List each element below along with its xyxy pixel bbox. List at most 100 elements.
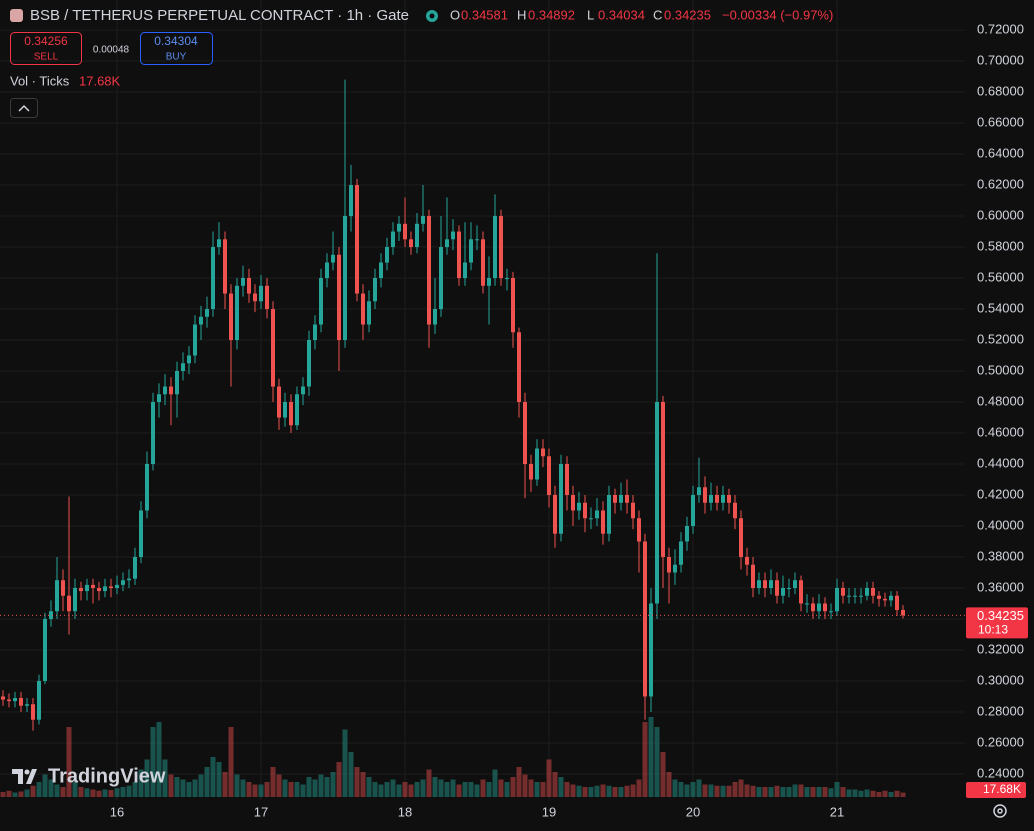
candle-body: [361, 293, 365, 325]
volume-bar: [642, 722, 648, 797]
candle-body: [871, 587, 875, 596]
volume-bar: [222, 772, 228, 797]
volume-bar: [618, 787, 624, 797]
ohlc-value: 0.34235: [664, 7, 711, 22]
ohlc-legend: O 0.34581 H 0.34892 L 0.34034 C 0.34235: [450, 7, 711, 22]
volume-bar: [78, 787, 84, 797]
candle-body: [253, 293, 257, 302]
volume-bar: [378, 784, 384, 797]
candle-body: [25, 704, 29, 706]
volume-bar: [30, 785, 36, 797]
candle-body: [91, 584, 95, 588]
buy-price[interactable]: 0.34304: [154, 34, 198, 48]
collapse-icon: [18, 104, 30, 112]
y-tick-label: 0.28000: [977, 703, 1024, 718]
volume-axis-box: [966, 782, 1026, 798]
ohlc-key: H: [517, 7, 526, 22]
volume-bar: [612, 787, 618, 797]
volume-bar: [408, 784, 414, 797]
y-tick-label: 0.50000: [977, 362, 1024, 377]
volume-bar: [414, 782, 420, 797]
volume-bar: [462, 782, 468, 797]
collapse-button[interactable]: [10, 98, 38, 118]
candle-body: [511, 278, 515, 333]
candle-body: [817, 603, 821, 612]
buy-label[interactable]: BUY: [166, 52, 187, 63]
candle-body: [709, 495, 713, 503]
volume-bar: [36, 782, 42, 797]
volume-bar: [336, 762, 342, 797]
countdown: 10:13: [978, 623, 1008, 637]
volume-bar: [402, 782, 408, 797]
volume-bar: [684, 784, 690, 797]
sell-price[interactable]: 0.34256: [24, 34, 68, 48]
volume-bar: [432, 777, 438, 797]
candle-body: [853, 595, 857, 597]
volume-bar: [858, 790, 864, 797]
volume-bar: [540, 782, 546, 797]
candle-body: [133, 556, 137, 579]
candle-body: [289, 402, 293, 426]
candle-body: [199, 316, 203, 325]
candle-body: [865, 587, 869, 596]
y-tick-label: 0.54000: [977, 300, 1024, 315]
candle-body: [481, 239, 485, 286]
volume-bar: [306, 777, 312, 797]
candle-body: [841, 587, 845, 596]
candle-body: [169, 386, 173, 395]
watermark-icon-dot: [24, 769, 30, 775]
y-tick-label: 0.32000: [977, 641, 1024, 656]
volume-bar: [24, 789, 30, 797]
volume-bar: [528, 779, 534, 797]
candle-body: [223, 239, 227, 294]
volume-bar: [768, 787, 774, 797]
settings-icon[interactable]: [993, 804, 1007, 818]
volume-bar: [504, 782, 510, 797]
candle-body: [379, 262, 383, 279]
candle-body: [757, 580, 761, 588]
candle-body: [571, 495, 575, 511]
candle-body: [205, 309, 209, 317]
volume-bar: [168, 774, 174, 797]
volume-bar: [654, 727, 660, 797]
x-tick-label: 16: [110, 804, 124, 819]
candle-body: [637, 518, 641, 542]
volume-bar: [12, 792, 18, 797]
y-tick-label: 0.30000: [977, 672, 1024, 687]
volume-bar: [192, 779, 198, 797]
candle-body: [433, 309, 437, 325]
candle-body: [499, 216, 503, 279]
candle-body: [859, 595, 863, 597]
candle-body: [367, 301, 371, 325]
sell-label[interactable]: SELL: [34, 52, 59, 63]
candle-body: [763, 580, 767, 588]
volume-bar: [828, 788, 834, 797]
sell-button[interactable]: [10, 32, 82, 65]
volume-bar: [786, 787, 792, 797]
y-tick-label: 0.64000: [977, 145, 1024, 160]
candle-body: [823, 603, 827, 612]
candle-body: [559, 464, 563, 534]
candle-body: [829, 611, 833, 613]
volume-bar: [672, 779, 678, 797]
volume-bar: [294, 782, 300, 797]
volume-bar: [516, 767, 522, 797]
volume-bar: [522, 774, 528, 797]
buy-button[interactable]: [140, 32, 213, 65]
candle-body: [403, 223, 407, 240]
candle-body: [781, 587, 785, 596]
volume-bar: [888, 792, 894, 797]
volume-bar: [588, 787, 594, 797]
candle-body: [163, 386, 167, 395]
volume-bar: [234, 774, 240, 797]
chart-title: BSB / TETHERUS PERPETUAL CONTRACT · 1h ·…: [30, 7, 409, 24]
candle-body: [517, 332, 521, 403]
candle-body: [595, 510, 599, 519]
volume-bar: [204, 767, 210, 797]
volume-bar: [852, 789, 858, 797]
candle-body: [427, 216, 431, 325]
y-tick-label: 0.60000: [977, 207, 1024, 222]
volume-bar: [90, 789, 96, 797]
volume-bar: [84, 788, 90, 797]
watermark: TradingView: [12, 765, 166, 787]
